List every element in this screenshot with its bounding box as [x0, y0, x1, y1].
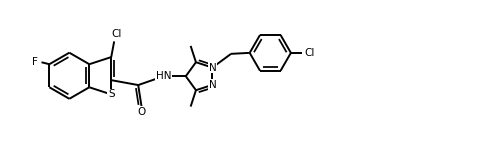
- Text: S: S: [108, 89, 115, 99]
- Text: O: O: [137, 107, 146, 117]
- Text: Cl: Cl: [111, 29, 121, 39]
- Text: N: N: [209, 63, 216, 73]
- Text: F: F: [32, 57, 38, 67]
- Text: HN: HN: [156, 71, 171, 81]
- Text: Cl: Cl: [304, 48, 315, 58]
- Text: N: N: [209, 80, 216, 90]
